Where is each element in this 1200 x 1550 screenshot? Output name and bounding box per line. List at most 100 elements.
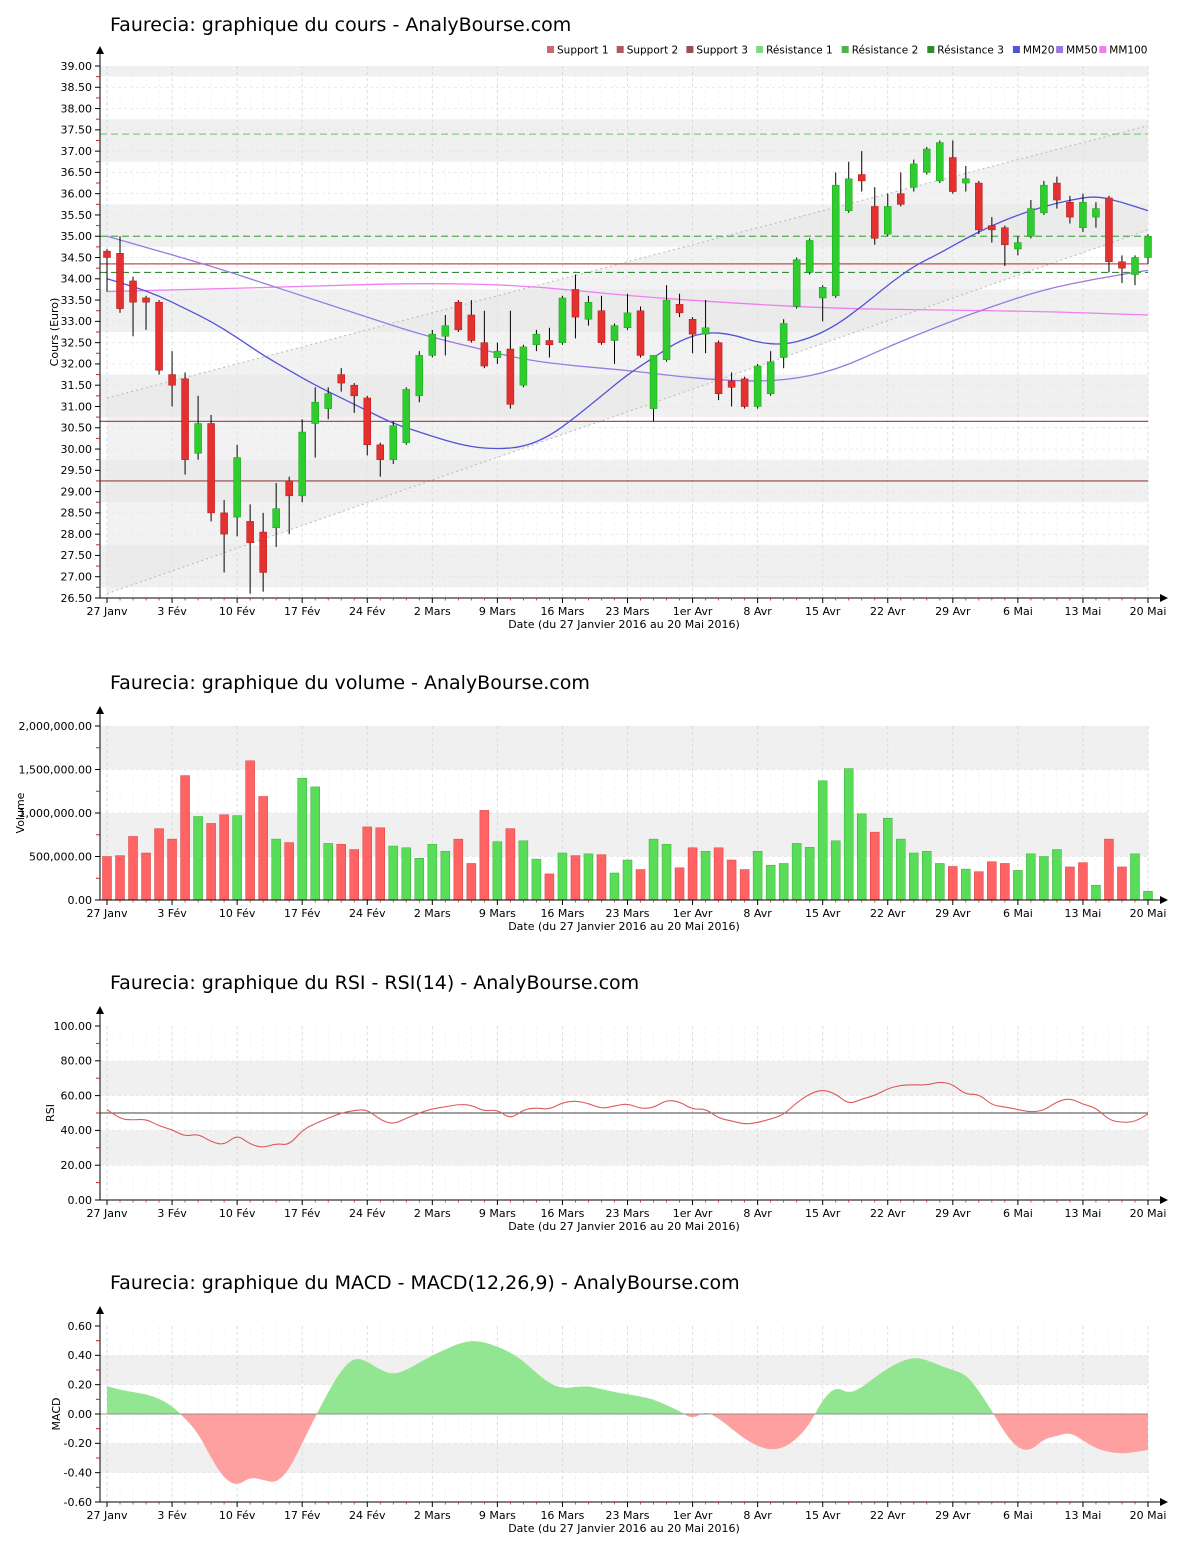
svg-text:15 Avr: 15 Avr (805, 1207, 841, 1220)
macd-chart-title: Faurecia: graphique du MACD - MACD(12,26… (110, 1272, 740, 1294)
rsi-chart-title: Faurecia: graphique du RSI - RSI(14) - A… (110, 972, 640, 994)
svg-text:2 Mars: 2 Mars (414, 605, 451, 618)
svg-text:MM50: MM50 (1066, 45, 1097, 57)
svg-text:22 Avr: 22 Avr (870, 907, 906, 920)
svg-text:27.50: 27.50 (61, 549, 93, 562)
cours-chart-title: Faurecia: graphique du cours - AnalyBour… (110, 14, 572, 36)
svg-text:29.50: 29.50 (61, 464, 93, 477)
svg-text:2 Mars: 2 Mars (414, 1207, 451, 1220)
svg-text:Résistance 3: Résistance 3 (937, 45, 1004, 57)
svg-text:1er Avr: 1er Avr (673, 605, 713, 618)
svg-text:32.50: 32.50 (61, 336, 93, 349)
svg-text:10 Fév: 10 Fév (219, 605, 256, 618)
svg-text:0.00: 0.00 (68, 1194, 93, 1207)
svg-text:34.00: 34.00 (61, 273, 93, 286)
svg-text:36.50: 36.50 (61, 166, 93, 179)
svg-text:20.00: 20.00 (61, 1159, 93, 1172)
svg-text:-0.20: -0.20 (64, 1437, 92, 1450)
svg-text:16 Mars: 16 Mars (540, 605, 584, 618)
svg-text:35.50: 35.50 (61, 209, 93, 222)
svg-text:6 Mai: 6 Mai (1003, 1207, 1033, 1220)
svg-text:16 Mars: 16 Mars (540, 1509, 584, 1522)
svg-text:30.50: 30.50 (61, 422, 93, 435)
svg-text:1,500,000.00: 1,500,000.00 (19, 763, 92, 776)
cours-chart: Support 1 Support 2 Support 3 Résistance 1 R… (48, 45, 1168, 631)
volume-chart: 0.00 500,000.00 1,000,000.00 1,500,000.00 2,… (14, 706, 1168, 933)
svg-text:27 Janv: 27 Janv (87, 605, 128, 618)
svg-text:40.00: 40.00 (61, 1124, 93, 1137)
svg-text:22 Avr: 22 Avr (870, 1207, 906, 1220)
svg-text:33.00: 33.00 (61, 315, 93, 328)
svg-text:28.50: 28.50 (61, 507, 93, 520)
svg-text:8 Avr: 8 Avr (743, 605, 772, 618)
svg-text:26.50: 26.50 (61, 592, 93, 605)
svg-text:RSI: RSI (44, 1104, 57, 1122)
svg-text:28.00: 28.00 (61, 528, 93, 541)
svg-text:0.60: 0.60 (68, 1320, 93, 1333)
svg-text:23 Mars: 23 Mars (606, 1509, 650, 1522)
svg-text:17 Fév: 17 Fév (284, 605, 321, 618)
svg-text:27 Janv: 27 Janv (87, 1207, 128, 1220)
svg-text:29.00: 29.00 (61, 485, 93, 498)
svg-text:2 Mars: 2 Mars (414, 907, 451, 920)
svg-text:-0.40: -0.40 (64, 1466, 92, 1479)
svg-text:39.00: 39.00 (61, 60, 93, 73)
svg-text:27.00: 27.00 (61, 571, 93, 584)
svg-text:1er Avr: 1er Avr (673, 907, 713, 920)
rsi-chart: 0.00 20.00 40.00 60.00 80.00 100.00 27 Janv 3 F… (44, 1006, 1168, 1233)
svg-text:29 Avr: 29 Avr (935, 1509, 971, 1522)
svg-text:24 Fév: 24 Fév (349, 1509, 386, 1522)
svg-text:32.00: 32.00 (61, 358, 93, 371)
svg-text:8 Avr: 8 Avr (743, 1509, 772, 1522)
svg-text:Support 1: Support 1 (557, 45, 609, 57)
svg-text:15 Avr: 15 Avr (805, 1509, 841, 1522)
svg-text:29 Avr: 29 Avr (935, 605, 971, 618)
svg-text:2 Mars: 2 Mars (414, 1509, 451, 1522)
svg-text:37.50: 37.50 (61, 124, 93, 137)
svg-text:MACD: MACD (50, 1398, 63, 1431)
svg-text:6 Mai: 6 Mai (1003, 1509, 1033, 1522)
svg-text:0.20: 0.20 (68, 1378, 93, 1391)
svg-text:Résistance 2: Résistance 2 (852, 45, 919, 57)
volume-chart-title: Faurecia: graphique du volume - AnalyBou… (110, 672, 590, 694)
svg-text:500,000.00: 500,000.00 (29, 850, 92, 863)
svg-text:16 Mars: 16 Mars (540, 1207, 584, 1220)
svg-text:24 Fév: 24 Fév (349, 605, 386, 618)
svg-text:3 Fév: 3 Fév (157, 907, 187, 920)
svg-text:20 Mai: 20 Mai (1130, 907, 1167, 920)
svg-text:9 Mars: 9 Mars (479, 1207, 516, 1220)
svg-text:3 Fév: 3 Fév (157, 605, 187, 618)
svg-text:38.00: 38.00 (61, 102, 93, 115)
svg-text:27 Janv: 27 Janv (87, 907, 128, 920)
svg-text:22 Avr: 22 Avr (870, 1509, 906, 1522)
svg-text:1,000,000.00: 1,000,000.00 (19, 807, 92, 820)
svg-text:20 Mai: 20 Mai (1130, 1207, 1167, 1220)
svg-text:1er Avr: 1er Avr (673, 1509, 713, 1522)
svg-text:33.50: 33.50 (61, 294, 93, 307)
svg-text:30.00: 30.00 (61, 443, 93, 456)
svg-text:MM20: MM20 (1023, 45, 1054, 57)
svg-text:0.40: 0.40 (68, 1349, 93, 1362)
svg-text:2,000,000.00: 2,000,000.00 (19, 720, 92, 733)
svg-text:9 Mars: 9 Mars (479, 1509, 516, 1522)
svg-text:3 Fév: 3 Fév (157, 1207, 187, 1220)
svg-text:Date (du 27 Janvier 2016 au 20: Date (du 27 Janvier 2016 au 20 Mai 2016) (508, 920, 740, 933)
svg-text:Date (du 27 Janvier 2016 au 20: Date (du 27 Janvier 2016 au 20 Mai 2016) (508, 618, 740, 631)
svg-text:13 Mai: 13 Mai (1065, 1509, 1102, 1522)
svg-text:Résistance 1: Résistance 1 (766, 45, 833, 57)
svg-text:8 Avr: 8 Avr (743, 907, 772, 920)
svg-text:Cours (Euro): Cours (Euro) (48, 298, 61, 367)
svg-text:MM100: MM100 (1109, 45, 1147, 57)
svg-text:0.00: 0.00 (68, 894, 93, 907)
svg-text:16 Mars: 16 Mars (540, 907, 584, 920)
svg-text:27 Janv: 27 Janv (87, 1509, 128, 1522)
svg-text:37.00: 37.00 (61, 145, 93, 158)
svg-text:Date (du 27 Janvier 2016 au 20: Date (du 27 Janvier 2016 au 20 Mai 2016) (508, 1220, 740, 1233)
svg-text:17 Fév: 17 Fév (284, 1207, 321, 1220)
svg-text:10 Fév: 10 Fév (219, 907, 256, 920)
svg-text:31.00: 31.00 (61, 400, 93, 413)
svg-text:36.00: 36.00 (61, 187, 93, 200)
svg-text:10 Fév: 10 Fév (219, 1509, 256, 1522)
svg-text:31.50: 31.50 (61, 379, 93, 392)
